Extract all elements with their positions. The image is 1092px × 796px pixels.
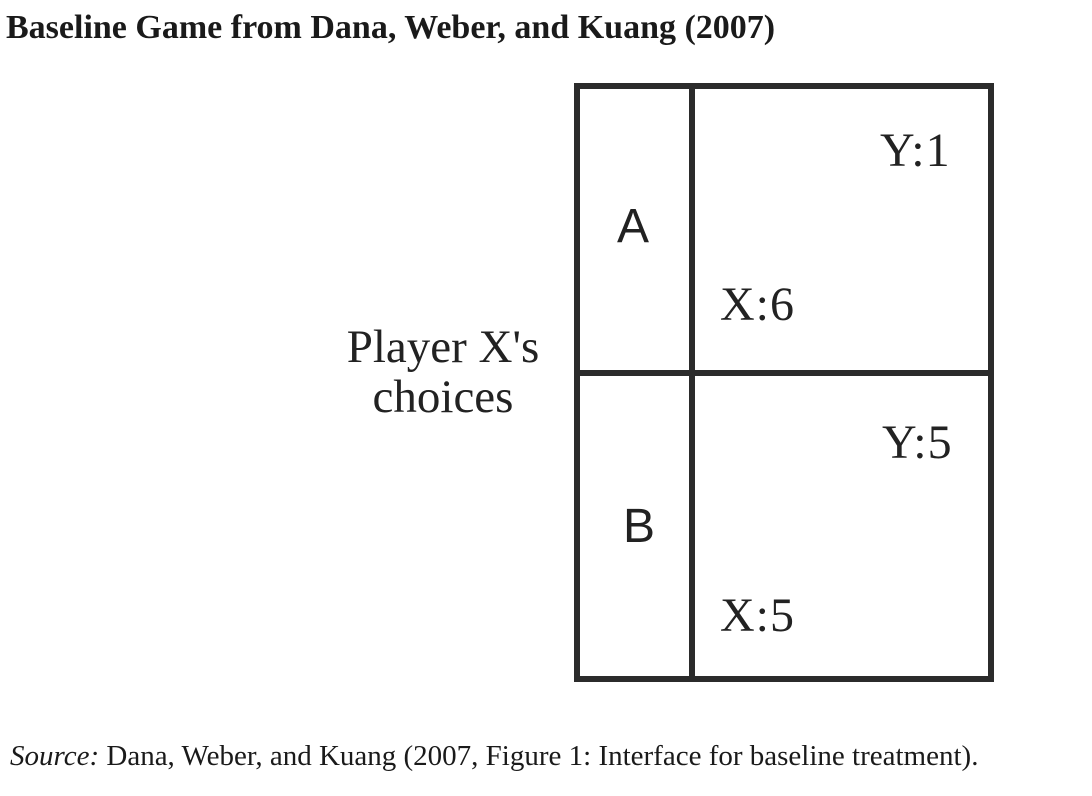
payoff-grid: A Y:1 X:6 B Y:5 X:5: [574, 83, 994, 682]
figure-title: Baseline Game from Dana, Weber, and Kuan…: [6, 9, 776, 46]
grid-horizontal-divider: [580, 370, 988, 376]
payoff-x-a: X:6: [720, 278, 795, 331]
source-label: Source:: [10, 740, 100, 772]
grid-vertical-divider: [689, 89, 695, 676]
payoff-y-a: Y:1: [880, 124, 951, 177]
payoff-x-b: X:5: [720, 589, 795, 642]
row-axis-label-line1: Player X's: [346, 321, 540, 373]
choice-label-b: B: [623, 500, 656, 553]
choice-label-a: A: [617, 200, 650, 253]
payoff-y-b: Y:5: [882, 416, 953, 469]
row-axis-label: Player X's choices: [318, 322, 568, 422]
row-axis-label-line2: choices: [372, 371, 514, 423]
source-text: Dana, Weber, and Kuang (2007, Figure 1: …: [99, 740, 979, 772]
source-note: Source: Dana, Weber, and Kuang (2007, Fi…: [10, 738, 978, 774]
